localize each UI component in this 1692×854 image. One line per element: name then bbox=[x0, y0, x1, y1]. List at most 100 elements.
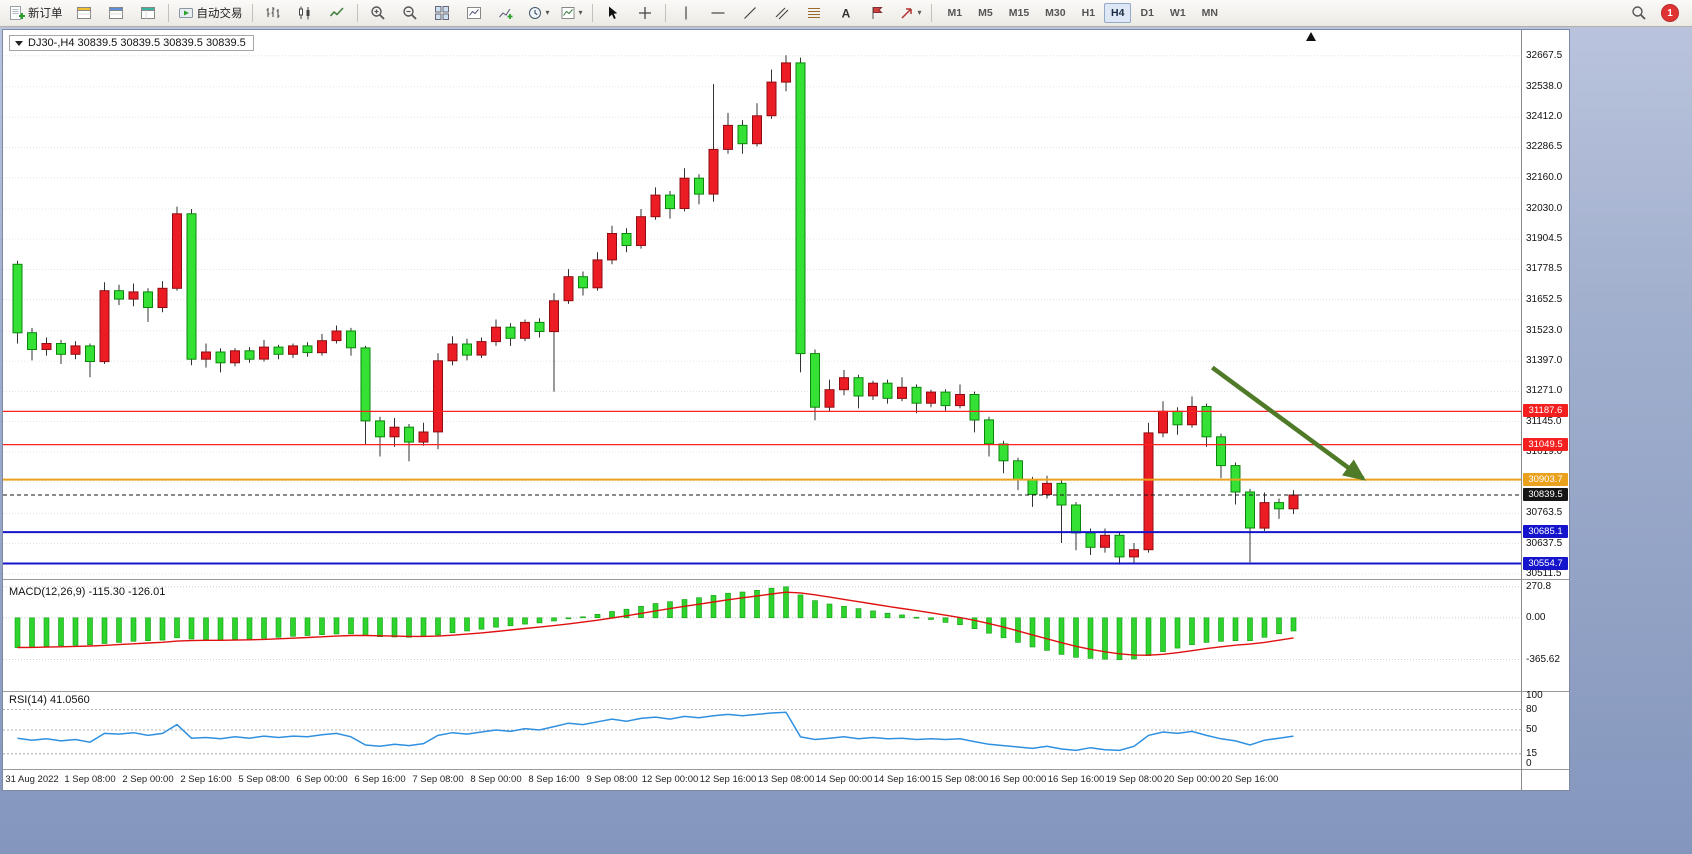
zoom-out-button[interactable] bbox=[395, 1, 425, 25]
price-axis[interactable]: 32667.5 32538.0 32412.0 32286.5 32160.0 32030… bbox=[1522, 30, 1569, 579]
macd-bar bbox=[174, 617, 180, 639]
timeframe-M15[interactable]: M15 bbox=[1008, 7, 1030, 19]
macd-bar bbox=[406, 617, 412, 638]
bar-chart-button[interactable] bbox=[258, 1, 288, 25]
navigator-button[interactable] bbox=[133, 1, 163, 25]
line-chart-icon bbox=[329, 7, 344, 17]
macd-bar bbox=[348, 617, 354, 635]
chart-area[interactable]: 32667.5 32538.0 32412.0 32286.5 32160.0 32030… bbox=[2, 29, 1570, 791]
macd-axis-label: 0.00 bbox=[1526, 611, 1546, 623]
timeframe-D1[interactable]: D1 bbox=[1140, 7, 1154, 19]
price-axis-label: 30637.5 bbox=[1526, 537, 1563, 549]
macd-bar bbox=[493, 617, 499, 628]
price-axis-label: 31271.0 bbox=[1526, 385, 1563, 397]
time-axis-label: 8 Sep 00:00 bbox=[470, 774, 522, 785]
trend-arrow[interactable] bbox=[1210, 365, 1366, 481]
auto-trading-button[interactable]: 自动交易 bbox=[174, 1, 247, 25]
price-badge: 30903.7 bbox=[1523, 472, 1568, 486]
templates-button[interactable]: ▾ bbox=[556, 1, 587, 25]
time-axis[interactable]: 31 Aug 2022 1 Sep 08:00 2 Sep 00:00 2 Sep 1… bbox=[3, 770, 1569, 790]
crosshair-button[interactable] bbox=[630, 1, 660, 25]
price-axis-label: 30511.5 bbox=[1526, 567, 1562, 579]
candlestick-chart-button[interactable] bbox=[290, 1, 320, 25]
label-tool-button[interactable] bbox=[863, 1, 893, 25]
notification-badge[interactable]: 1 bbox=[1662, 5, 1678, 21]
line-chart-button[interactable] bbox=[322, 1, 352, 25]
tile-windows-button[interactable] bbox=[427, 1, 457, 25]
rsi-axis-label: 15 bbox=[1526, 747, 1538, 759]
timeframe-W1[interactable]: W1 bbox=[1169, 7, 1186, 19]
macd-bar bbox=[1145, 617, 1152, 656]
cursor-button[interactable] bbox=[598, 1, 628, 25]
indicators-button[interactable] bbox=[491, 1, 521, 25]
macd-bar bbox=[826, 603, 833, 618]
macd-bar bbox=[1247, 617, 1253, 641]
macd-bar bbox=[333, 617, 340, 635]
timeframe-M5[interactable]: M5 bbox=[978, 7, 993, 19]
macd-bar bbox=[246, 617, 253, 640]
new-chart-button[interactable] bbox=[459, 1, 489, 25]
symbol-box[interactable]: DJ30-,H4 30839.5 30839.5 30839.5 30839.5 bbox=[9, 35, 254, 51]
symbol-ohlc-label: DJ30-,H4 30839.5 30839.5 30839.5 30839.5 bbox=[28, 37, 246, 49]
panel-divider[interactable] bbox=[3, 691, 1569, 692]
channel-tool-button[interactable] bbox=[767, 1, 797, 25]
main-toolbar: 新订单 自动交易 ▾ ▾ A ▾ M1 M5 M15 M30 bbox=[0, 0, 1692, 27]
candle bbox=[940, 391, 951, 407]
candle bbox=[1042, 482, 1052, 495]
candle bbox=[621, 233, 632, 246]
data-window-button[interactable] bbox=[101, 1, 131, 25]
macd-canvas[interactable] bbox=[3, 580, 1521, 691]
time-axis-label: 19 Sep 08:00 bbox=[1105, 774, 1163, 785]
time-axis-label: 16 Sep 00:00 bbox=[989, 774, 1047, 785]
candle bbox=[549, 300, 559, 333]
macd-bar bbox=[362, 617, 369, 636]
timeframe-H1[interactable]: H1 bbox=[1081, 7, 1096, 19]
candle bbox=[215, 351, 226, 364]
macd-bar bbox=[290, 617, 296, 637]
price-axis-label: 31145.0 bbox=[1526, 415, 1562, 427]
timeframe-MN[interactable]: MN bbox=[1201, 7, 1219, 19]
panel-divider[interactable] bbox=[3, 579, 1569, 580]
vertical-line-tool-button[interactable] bbox=[671, 1, 701, 25]
macd-bar bbox=[594, 613, 601, 618]
macd-bar bbox=[522, 617, 528, 625]
price-chart-canvas[interactable] bbox=[3, 30, 1521, 579]
rsi-canvas[interactable] bbox=[3, 692, 1521, 769]
candle bbox=[839, 377, 849, 391]
time-axis-label: 14 Sep 16:00 bbox=[873, 774, 931, 785]
corner-marker-icon[interactable] bbox=[1306, 32, 1316, 41]
candle bbox=[650, 194, 661, 218]
panel-divider bbox=[3, 769, 1569, 770]
fibonacci-tool-button[interactable] bbox=[799, 1, 829, 25]
candle bbox=[1013, 460, 1023, 481]
zoom-in-button[interactable] bbox=[363, 1, 393, 25]
rsi-axis[interactable]: 100 80 50 15 0 bbox=[1522, 690, 1569, 769]
macd-axis[interactable]: 270.8 0.00 -365.62 bbox=[1522, 580, 1569, 691]
periods-button[interactable]: ▾ bbox=[523, 1, 554, 25]
time-axis-label: 5 Sep 08:00 bbox=[238, 774, 290, 785]
macd-bar bbox=[1131, 617, 1137, 660]
candle bbox=[1071, 504, 1081, 534]
new-order-button[interactable]: 新订单 bbox=[5, 1, 67, 25]
timeframe-M1[interactable]: M1 bbox=[947, 7, 963, 19]
timeframe-M30[interactable]: M30 bbox=[1045, 7, 1066, 19]
horizontal-line-tool-button[interactable] bbox=[703, 1, 733, 25]
timeframe-H4[interactable]: H4 bbox=[1104, 3, 1132, 23]
toolbar-separator bbox=[591, 4, 593, 22]
auto-trading-label: 自动交易 bbox=[196, 8, 243, 20]
candle bbox=[1100, 534, 1110, 548]
rsi-axis-label: 80 bbox=[1526, 703, 1538, 715]
arrows-tool-button[interactable]: ▾ bbox=[895, 1, 926, 25]
timeframe-group: M1 M5 M15 M30 H1 H4 D1 W1 MN bbox=[940, 3, 1226, 23]
text-tool-button[interactable]: A bbox=[831, 1, 861, 25]
macd-bar bbox=[87, 617, 93, 645]
macd-bar bbox=[783, 586, 789, 619]
rsi-name: RSI(14) bbox=[9, 694, 47, 706]
candle bbox=[302, 345, 313, 354]
macd-bar bbox=[275, 617, 282, 638]
macd-bar bbox=[971, 617, 978, 629]
market-watch-button[interactable] bbox=[69, 1, 99, 25]
trendline-tool-button[interactable] bbox=[735, 1, 765, 25]
macd-bar bbox=[1203, 617, 1210, 643]
search-button[interactable] bbox=[1624, 1, 1654, 25]
